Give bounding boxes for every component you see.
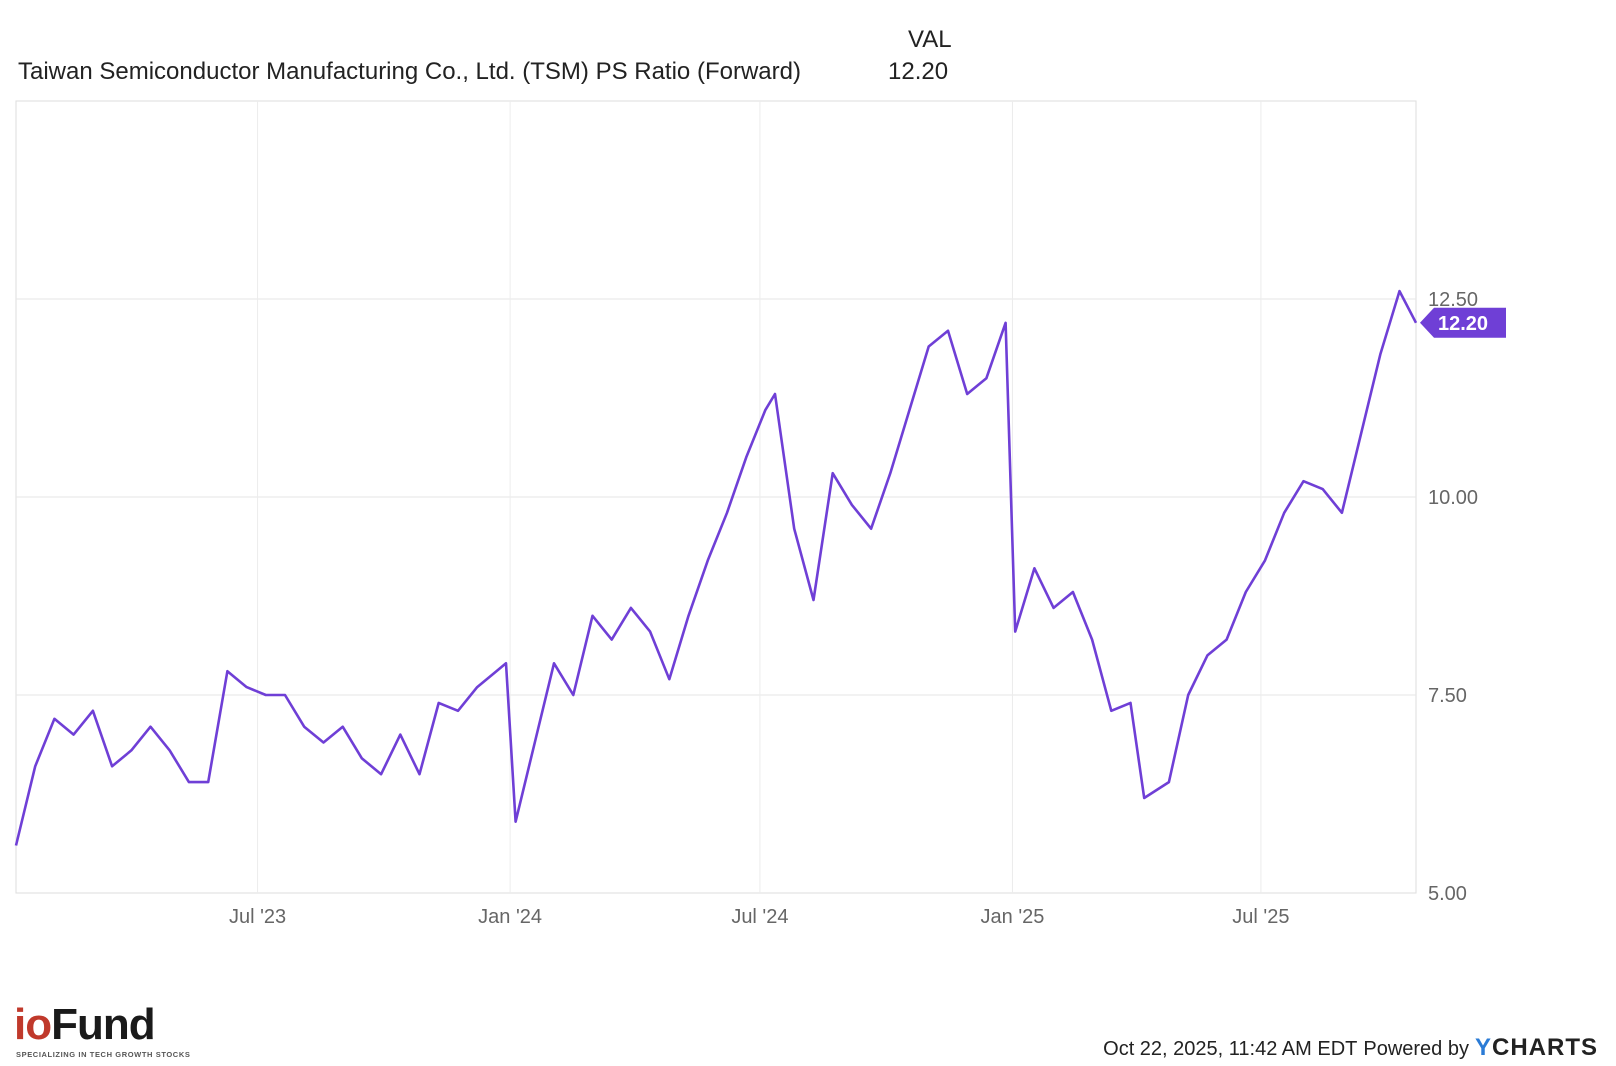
y-tick-label: 7.50 bbox=[1428, 685, 1467, 707]
powered-by-label: Powered by bbox=[1363, 1038, 1469, 1060]
last-value-marker: 12.20 bbox=[1420, 307, 1506, 338]
series-current-value: 12.20 bbox=[888, 58, 949, 85]
ycharts-logo-y: Y bbox=[1474, 1034, 1492, 1061]
logo-prefix: io bbox=[14, 1000, 52, 1049]
timestamp: Oct 22, 2025, 11:42 AM EDT bbox=[1103, 1038, 1358, 1060]
y-tick-label: 10.00 bbox=[1428, 487, 1478, 509]
legend-header: VAL Taiwan Semiconductor Manufacturing C… bbox=[0, 0, 1616, 100]
y-tick-label: 5.00 bbox=[1428, 883, 1467, 905]
x-tick-label: Jul '25 bbox=[1232, 906, 1289, 928]
x-axis-ticks: Jul '23 Jan '24 Jul '24 Jan '25 Jul '25 bbox=[229, 906, 1290, 928]
x-gridlines bbox=[257, 101, 1262, 893]
ycharts-logo[interactable]: YCHARTS bbox=[1475, 1034, 1598, 1062]
footer-attribution: Oct 22, 2025, 11:42 AM EDT Powered by YC… bbox=[1103, 1034, 1598, 1062]
y-tick-label: 12.50 bbox=[1428, 289, 1478, 311]
y-gridlines bbox=[16, 298, 1416, 696]
last-value-marker-bg bbox=[1420, 307, 1506, 338]
x-tick-label: Jan '24 bbox=[478, 906, 542, 928]
logo-tagline: SPECIALIZING IN TECH GROWTH STOCKS bbox=[16, 1050, 191, 1059]
x-tick-label: Jul '23 bbox=[229, 906, 286, 928]
y-axis-ticks: 5.00 7.50 10.00 12.50 bbox=[1428, 289, 1478, 905]
logo-text: Fund bbox=[51, 1000, 156, 1049]
ycharts-logo-rest: CHARTS bbox=[1492, 1034, 1598, 1061]
line-chart[interactable]: 5.00 7.50 10.00 12.50 Jul '23 Jan '24 Jul '24… bbox=[0, 0, 1616, 940]
io-fund-logo: ioFund SPECIALIZING IN TECH GROWTH STOCK… bbox=[14, 1000, 204, 1062]
value-column-header: VAL bbox=[908, 26, 952, 53]
x-tick-label: Jan '25 bbox=[981, 906, 1045, 928]
logo-wordmark: ioFund bbox=[14, 1000, 156, 1050]
series-line-tsm-ps-ratio[interactable] bbox=[14, 289, 1418, 846]
last-value-marker-text: 12.20 bbox=[1438, 313, 1488, 335]
x-tick-label: Jul '24 bbox=[731, 906, 788, 928]
series-name-label[interactable]: Taiwan Semiconductor Manufacturing Co., … bbox=[18, 58, 801, 85]
